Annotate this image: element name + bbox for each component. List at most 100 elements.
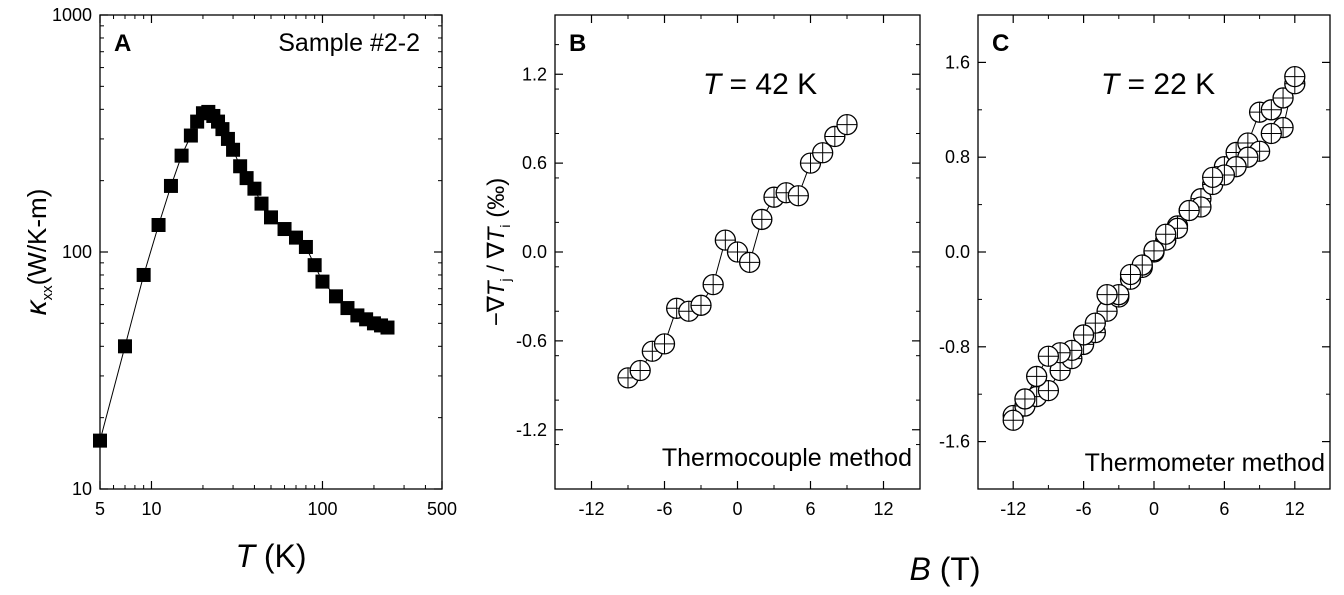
temp-value: = 42 K <box>721 68 817 101</box>
data-point <box>739 251 761 274</box>
temperature-label: T = 22 K <box>1101 68 1215 101</box>
y-axis-part: T <box>483 225 510 242</box>
x-tick-label: 12 <box>1285 499 1305 519</box>
data-point <box>690 294 712 316</box>
y-tick-label: 10 <box>72 479 92 499</box>
data-point <box>653 333 676 355</box>
panel-label: A <box>114 30 131 57</box>
data-point <box>220 131 235 146</box>
y-axis-unit: (W/K-m) <box>22 189 52 286</box>
plot-frame <box>99 14 443 490</box>
data-point <box>277 222 292 237</box>
data-point <box>1037 345 1060 367</box>
data-point <box>1272 87 1294 109</box>
data-point <box>1237 146 1259 168</box>
x-tick-label: 5 <box>95 499 105 519</box>
panel-c: -12 -6 0 6 12 -1.6 -0.8 0.0 0.8 1.6 C T = 22 K Therm… <box>939 14 1331 519</box>
temp-symbol: T <box>703 68 724 101</box>
y-tick-label: -1.2 <box>516 420 547 440</box>
x-tick-label: 0 <box>1149 499 1159 519</box>
x-tick-label: 6 <box>1219 499 1229 519</box>
x-axis-unit: (K) <box>255 538 307 574</box>
y-tick-label: -1.6 <box>939 432 970 452</box>
y-axis-part: T <box>483 279 510 296</box>
y-tick-label: -0.8 <box>939 337 970 357</box>
data-point <box>629 359 651 382</box>
data-point <box>380 320 395 335</box>
data-point <box>226 142 241 157</box>
x-tick-label: -12 <box>1000 499 1026 519</box>
temp-value: = 22 K <box>1119 68 1215 101</box>
method-annotation: Thermocouple method <box>662 444 912 472</box>
data-point <box>1119 263 1142 286</box>
data-point <box>1002 409 1024 431</box>
data-point <box>183 128 198 143</box>
y-axis-part: (‰) <box>483 178 510 225</box>
data-point <box>836 113 858 136</box>
data-point <box>787 185 809 207</box>
data-point <box>751 208 773 231</box>
data-point <box>1178 199 1200 222</box>
axis-titles: B (T) <box>909 551 980 587</box>
data-point <box>315 274 330 289</box>
data-point <box>93 433 107 448</box>
x-tick-label: 0 <box>732 499 742 519</box>
data-point <box>1155 223 1177 245</box>
data-point <box>812 142 834 164</box>
y-tick-label: 1.2 <box>522 64 547 84</box>
x-tick-label: 500 <box>427 499 457 519</box>
x-tick-label: -6 <box>656 499 672 519</box>
y-axis-part: / ∇ <box>483 241 510 278</box>
data-point <box>1284 65 1306 88</box>
y-axis-part: −∇ <box>483 295 510 326</box>
panel-b: -12 -6 0 6 12 -1.2 -0.6 0.0 0.6 1.2 B T = 42 K Therm… <box>483 14 921 519</box>
y-tick-label: 1.6 <box>945 52 970 72</box>
data-point <box>1037 379 1060 402</box>
data-point <box>254 196 269 211</box>
x-axis-symbol: T <box>235 538 257 574</box>
data-point <box>298 239 313 254</box>
data-point <box>1202 166 1224 188</box>
x-axis-title-bc: B (T) <box>909 551 980 587</box>
data-point <box>329 289 344 304</box>
data-point <box>1096 284 1118 306</box>
y-axis-title-b: −∇Tj / ∇Ti (‰) <box>483 178 513 326</box>
data-point <box>247 181 262 196</box>
y-axis-symbol: κ <box>20 298 53 315</box>
panel-label: B <box>569 30 586 57</box>
y-tick-label: 1000 <box>52 5 92 25</box>
data-point <box>136 267 151 282</box>
x-tick-label: 6 <box>805 499 815 519</box>
x-tick-label: 100 <box>307 499 337 519</box>
data-point <box>117 339 132 354</box>
y-tick-label: 0.8 <box>945 147 970 167</box>
panel-label: C <box>992 30 1009 57</box>
y-tick-label: 100 <box>62 242 92 262</box>
data-point <box>307 258 322 273</box>
data-point <box>1072 324 1095 346</box>
x-axis-title-a: T (K) <box>235 538 306 574</box>
x-axis-symbol: B <box>909 551 930 587</box>
y-axis-part: i <box>497 224 513 227</box>
data-point <box>239 171 254 186</box>
y-axis-subscript: xx <box>39 285 56 301</box>
data-point <box>174 148 189 163</box>
method-annotation: Thermometer method <box>1085 449 1325 477</box>
y-axis-title-a: κxx(W/K-m) <box>20 189 56 316</box>
data-point <box>1260 122 1282 145</box>
y-tick-label: 0.0 <box>522 242 547 262</box>
y-tick-label: -0.6 <box>516 331 547 351</box>
x-tick-label: 10 <box>141 499 161 519</box>
x-tick-label: 12 <box>873 499 893 519</box>
data-point <box>702 273 724 296</box>
data-point <box>233 159 248 174</box>
data-point <box>264 210 278 225</box>
sample-annotation: Sample #2-2 <box>278 29 420 57</box>
temp-symbol: T <box>1101 68 1122 101</box>
x-axis-unit: (T) <box>931 551 981 587</box>
y-tick-label: 0.0 <box>945 242 970 262</box>
data-point <box>1014 388 1036 410</box>
data-point <box>163 178 178 193</box>
